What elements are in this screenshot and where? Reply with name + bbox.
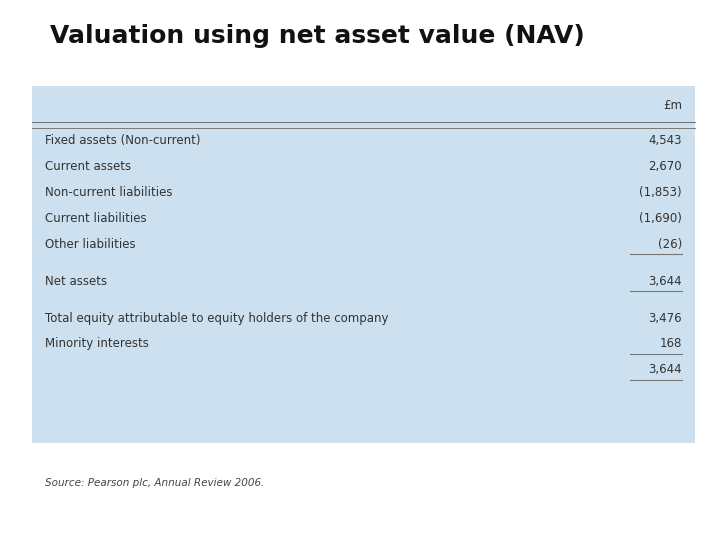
Text: Source: Pearson plc, Annual Review 2006.: Source: Pearson plc, Annual Review 2006. [45,478,265,488]
Text: 3,644: 3,644 [648,275,682,288]
Text: Fixed assets (Non-current): Fixed assets (Non-current) [45,134,201,147]
Text: Valuation using net asset value (NAV): Valuation using net asset value (NAV) [50,24,585,48]
Text: (1,690): (1,690) [639,212,682,225]
Text: 2,670: 2,670 [648,160,682,173]
Text: Current liabilities: Current liabilities [45,212,147,225]
Text: £m: £m [663,99,682,112]
Text: 3,644: 3,644 [648,363,682,376]
Text: Current assets: Current assets [45,160,132,173]
Text: Net assets: Net assets [45,275,107,288]
Text: 4,543: 4,543 [648,134,682,147]
Text: 168: 168 [660,338,682,350]
Text: Non-current liabilities: Non-current liabilities [45,186,173,199]
Text: (1,853): (1,853) [639,186,682,199]
Text: Total equity attributable to equity holders of the company: Total equity attributable to equity hold… [45,312,389,325]
Text: Minority interests: Minority interests [45,338,149,350]
Text: 3,476: 3,476 [648,312,682,325]
Text: (26): (26) [657,238,682,251]
Text: Other liabilities: Other liabilities [45,238,136,251]
